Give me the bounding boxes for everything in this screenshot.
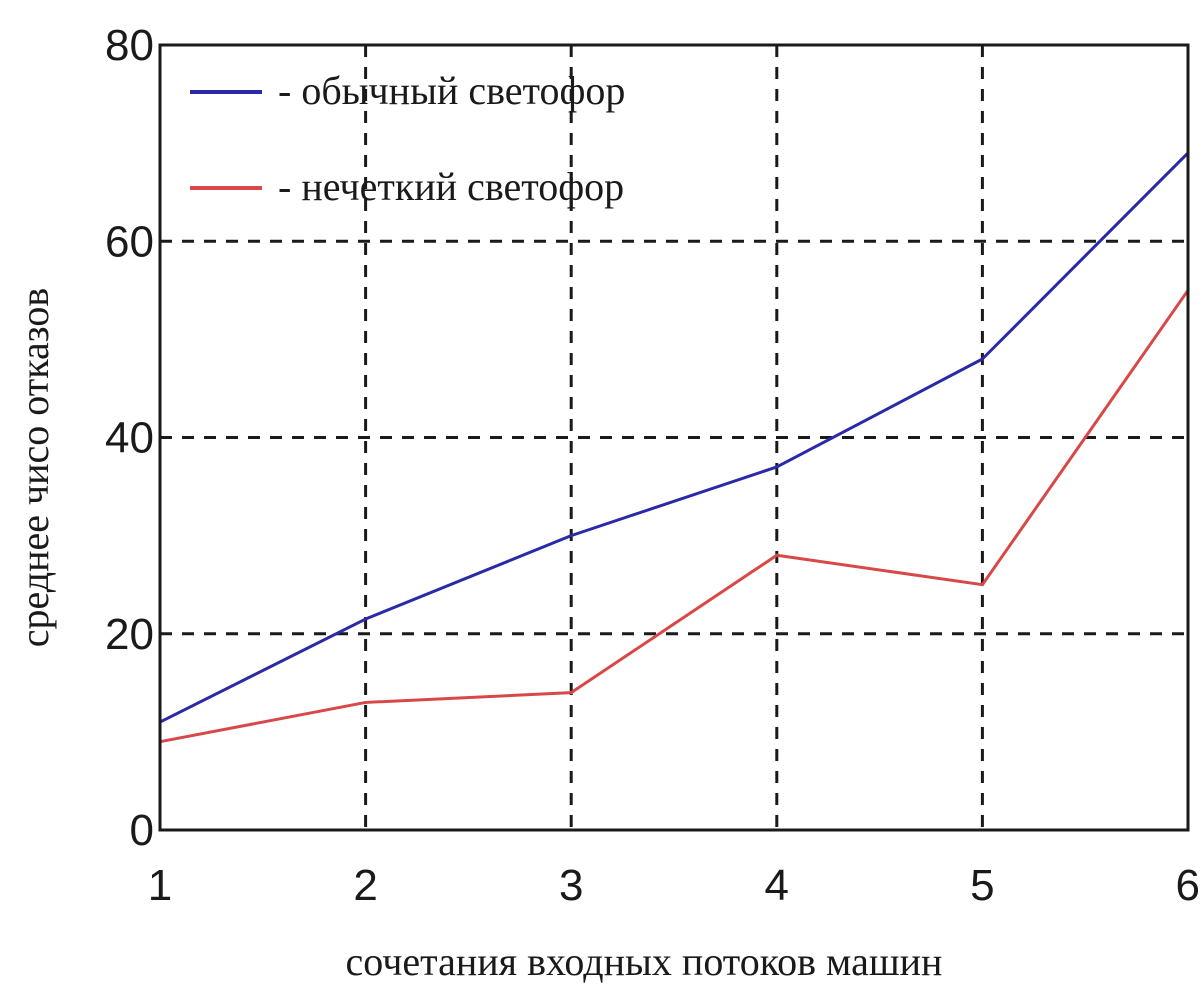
y-tick-labels: 0 20 40 60 80	[105, 21, 154, 855]
x-tick-label: 5	[970, 861, 994, 910]
x-tick-label: 4	[765, 861, 789, 910]
y-axis-title: среднее чисо отказов	[12, 288, 57, 648]
data-point	[775, 465, 779, 469]
y-tick-label: 20	[105, 610, 154, 659]
y-tick-label: 80	[105, 21, 154, 70]
data-point	[980, 357, 984, 361]
legend: - обычный светофор - нечеткий светофор	[190, 68, 625, 209]
legend-label: - нечеткий светофор	[278, 164, 624, 209]
plot-frame	[158, 43, 1190, 832]
y-tick-label: 60	[105, 217, 154, 266]
data-point	[569, 691, 573, 695]
x-tick-label: 1	[148, 861, 172, 910]
legend-label: - обычный светофор	[278, 68, 625, 113]
grid-lines	[160, 45, 1188, 830]
x-tick-labels: 1 2 3 4 5 6	[148, 861, 1200, 910]
series-line-1	[158, 151, 1190, 724]
x-tick-label: 3	[559, 861, 583, 910]
x-tick-label: 6	[1176, 861, 1200, 910]
series-line-2	[158, 288, 1190, 744]
y-tick-label: 0	[130, 806, 154, 855]
x-tick-label: 2	[353, 861, 377, 910]
y-tick-label: 40	[105, 414, 154, 463]
data-point	[775, 553, 779, 557]
x-axis-title: сочетания входных потоков машин	[346, 939, 943, 984]
data-point	[364, 617, 368, 621]
data-point	[980, 583, 984, 587]
data-point	[569, 534, 573, 538]
data-point	[364, 700, 368, 704]
